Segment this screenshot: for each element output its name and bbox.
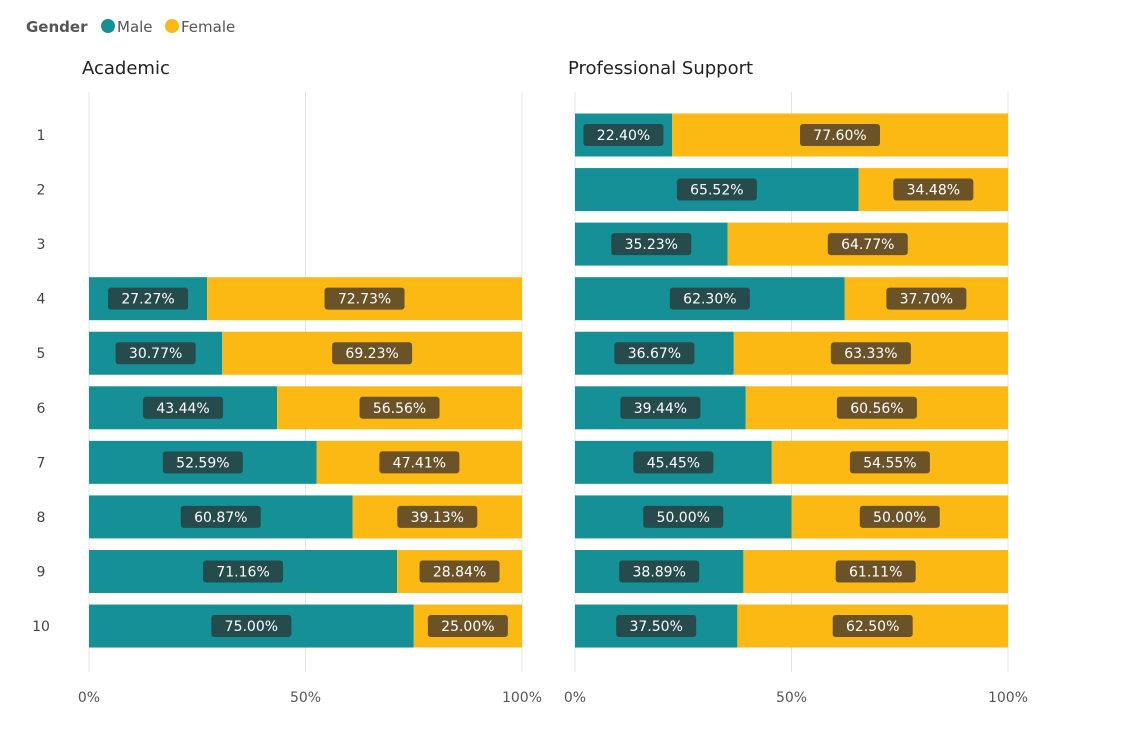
data-label-bg [893, 178, 974, 201]
data-label: 75.00% [225, 619, 278, 635]
data-label-bg [203, 560, 284, 583]
data-label: 61.11% [849, 564, 902, 580]
data-label: 37.70% [900, 292, 953, 308]
data-label-bg [115, 342, 196, 365]
data-label: 72.73% [338, 292, 391, 308]
x-tick-label: 100% [502, 690, 542, 706]
category-label: 4 [37, 292, 46, 308]
category-label: 9 [37, 564, 46, 580]
data-label-bg [611, 233, 692, 256]
data-label: 77.60% [813, 128, 866, 144]
data-label: 22.40% [597, 128, 650, 144]
data-label: 45.45% [647, 455, 700, 471]
data-label: 50.00% [657, 510, 710, 526]
data-label: 62.30% [683, 292, 736, 308]
x-tick-label: 100% [988, 690, 1028, 706]
data-label-bg [324, 287, 405, 310]
legend-label-male[interactable]: Male [117, 18, 153, 36]
data-label-bg [359, 396, 440, 419]
data-label: 38.89% [633, 564, 686, 580]
data-label: 50.00% [873, 510, 926, 526]
data-label: 62.50% [846, 619, 899, 635]
data-label: 64.77% [841, 237, 894, 253]
x-tick-label: 0% [564, 690, 586, 706]
category-label: 3 [37, 237, 46, 253]
data-label: 60.56% [850, 401, 903, 417]
data-label-bg [619, 560, 700, 583]
legend-swatch-female [165, 19, 179, 33]
data-label-bg [620, 396, 701, 419]
data-label: 37.50% [629, 619, 682, 635]
category-label: 2 [37, 183, 46, 199]
data-label: 25.00% [441, 619, 494, 635]
data-label: 39.44% [634, 401, 687, 417]
data-label: 65.52% [690, 183, 743, 199]
data-label-bg [676, 178, 757, 201]
data-label-bg [669, 287, 750, 310]
data-label-bg [108, 287, 189, 310]
category-label: 10 [32, 619, 50, 635]
category-label: 5 [37, 346, 46, 362]
panel-title-professional-support: Professional Support [568, 58, 753, 79]
data-label: 43.44% [156, 401, 209, 417]
legend-label-female[interactable]: Female [181, 18, 235, 36]
data-label: 35.23% [625, 237, 678, 253]
panel-title-academic: Academic [82, 58, 170, 79]
data-label-bg [211, 615, 292, 638]
data-label-bg [583, 124, 664, 146]
data-label: 36.67% [628, 346, 681, 362]
data-label-bg [643, 505, 724, 528]
x-tick-label: 50% [290, 690, 321, 706]
data-label: 34.48% [907, 183, 960, 199]
data-label: 27.27% [121, 292, 174, 308]
category-label: 8 [37, 510, 46, 526]
data-label-bg [835, 560, 916, 583]
data-label: 47.41% [393, 455, 446, 471]
data-label-bg [827, 233, 908, 256]
data-label-bg [830, 342, 911, 365]
legend-swatch-male [101, 19, 115, 33]
category-label: 1 [37, 128, 46, 144]
data-label-bg [633, 451, 714, 474]
category-label: 7 [37, 455, 46, 471]
data-label-bg [427, 615, 508, 638]
data-label-bg [849, 451, 930, 474]
x-tick-label: 50% [776, 690, 807, 706]
data-label: 71.16% [216, 564, 269, 580]
data-label-bg [836, 396, 917, 419]
data-label: 54.55% [863, 455, 916, 471]
x-tick-label: 0% [78, 690, 100, 706]
data-label: 56.56% [373, 401, 426, 417]
data-label: 39.13% [411, 510, 464, 526]
category-label: 6 [37, 401, 46, 417]
data-label-bg [162, 451, 243, 474]
data-label-bg [616, 615, 697, 638]
data-label: 69.23% [345, 346, 398, 362]
data-label: 60.87% [194, 510, 247, 526]
data-label-bg [332, 342, 413, 365]
data-label: 30.77% [129, 346, 182, 362]
data-label-bg [419, 560, 500, 583]
data-label-bg [799, 124, 880, 146]
data-label: 52.59% [176, 455, 229, 471]
data-label-bg [614, 342, 695, 365]
data-label-bg [886, 287, 967, 310]
data-label-bg [397, 505, 478, 528]
legend-title: Gender [26, 18, 88, 36]
data-label-bg [180, 505, 261, 528]
data-label-bg [859, 505, 940, 528]
data-label-bg [832, 615, 913, 638]
data-label-bg [379, 451, 460, 474]
data-label: 63.33% [844, 346, 897, 362]
data-label-bg [143, 396, 224, 419]
legend: Gender Male Female [26, 18, 235, 36]
data-label: 28.84% [433, 564, 486, 580]
